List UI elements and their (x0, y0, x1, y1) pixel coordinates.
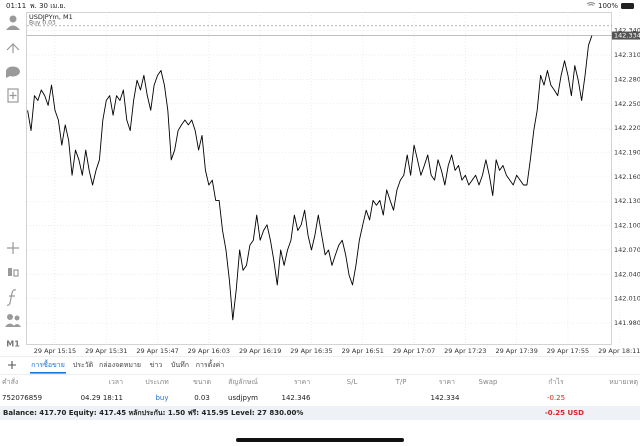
x-tick-label: 29 Apr 15:31 (85, 347, 127, 355)
tab[interactable]: การตั้งค่า (196, 358, 225, 369)
y-tick-label: 142.220 (614, 124, 640, 132)
toolbar: M1 (5, 15, 21, 349)
x-tick-label: 29 Apr 15:47 (136, 347, 178, 355)
column-header: ราคา (439, 378, 455, 386)
y-tick-label: 141.980 (614, 319, 640, 327)
trade-icon[interactable] (6, 43, 20, 53)
y-tick-label: 142.340 (614, 27, 640, 35)
x-tick-label: 29 Apr 16:35 (290, 347, 332, 355)
cell-open-price[interactable]: 142.346 (282, 394, 311, 402)
x-tick-label: 29 Apr 16:19 (239, 347, 281, 355)
column-header: เวลา (108, 378, 123, 386)
column-header: T/P (395, 378, 407, 386)
column-header: กำไร (548, 377, 564, 386)
column-header: ขนาด (193, 378, 211, 386)
price-line-series (27, 35, 593, 321)
column-header: S/L (347, 378, 358, 386)
chart-frame (26, 12, 612, 345)
symbol-label: USDJPYm, M1 (29, 13, 73, 21)
wifi-icon (586, 1, 596, 6)
y-tick-label: 142.250 (614, 100, 640, 108)
x-tick-label: 29 Apr 16:03 (188, 347, 230, 355)
y-tick-label: 142.310 (614, 51, 640, 59)
add-button[interactable] (8, 361, 16, 369)
account-icon-body (6, 25, 20, 30)
x-tick-label: 29 Apr 17:55 (547, 347, 589, 355)
account-summary: Balance: 417.70 Equity: 417.45 หลักประกั… (3, 409, 303, 417)
current-price-label: 142.334 (614, 32, 640, 40)
y-tick-label: 142.010 (614, 295, 640, 303)
home-indicator (236, 438, 404, 442)
chat-icon[interactable] (5, 66, 20, 78)
y-tick-label: 142.100 (614, 222, 640, 230)
column-header: สัญลักษณ์ (228, 378, 258, 386)
status-time: 01:11 (6, 2, 26, 10)
x-tick-label: 29 Apr 17:23 (444, 347, 486, 355)
objects-icon-b (14, 315, 20, 321)
order-label: Buy 0.03 (29, 20, 56, 27)
tab[interactable]: ประวัติ (73, 361, 94, 369)
cell-time[interactable]: 04.29 18:11 (81, 394, 123, 402)
tab[interactable]: ข่าว (150, 361, 163, 369)
objects-icon-c (5, 323, 21, 327)
x-tick-label: 29 Apr 18:11 (598, 347, 640, 355)
x-tick-label: 29 Apr 17:07 (393, 347, 435, 355)
column-header: ประเภท (145, 378, 169, 386)
current-price-box (612, 31, 640, 40)
y-tick-label: 142.190 (614, 149, 640, 157)
tab[interactable]: กล่องจดหมาย (99, 361, 141, 369)
column-header: Swap (479, 378, 498, 386)
y-tick-label: 142.280 (614, 75, 640, 83)
y-tick-label: 142.070 (614, 246, 640, 254)
new-order-icon[interactable] (7, 88, 19, 103)
column-header: หมายเหตุ (609, 378, 638, 386)
chart-type-icon-b (13, 269, 19, 277)
cell-symbol[interactable]: usdjpym (228, 394, 258, 402)
cell-order[interactable]: 752076859 (2, 394, 42, 402)
column-header: คำสั่ง (2, 377, 18, 386)
tab[interactable]: การซื้อขาย (31, 358, 65, 369)
y-tick-label: 142.130 (614, 197, 640, 205)
active-tab-indicator (30, 372, 66, 374)
x-tick-label: 29 Apr 16:51 (342, 347, 384, 355)
cell-profit[interactable]: -0.25 (547, 394, 565, 402)
y-tick-label: 142.160 (614, 173, 640, 181)
cell-price[interactable]: 142.334 (431, 394, 460, 402)
timeframe-button[interactable]: M1 (6, 340, 20, 349)
objects-icon[interactable] (7, 314, 13, 320)
tab[interactable]: บันทึก (171, 360, 189, 369)
chart-type-icon[interactable] (8, 268, 12, 276)
status-date: พ. 30 เม.ย. (30, 2, 66, 10)
indicator-icon[interactable] (6, 289, 17, 306)
account-profit: -0.25 USD (545, 409, 584, 417)
account-icon[interactable] (9, 15, 17, 23)
cell-volume[interactable]: 0.03 (194, 394, 210, 402)
account-bar (0, 406, 640, 420)
cell-type[interactable]: buy (155, 394, 168, 402)
x-tick-label: 29 Apr 15:15 (34, 347, 76, 355)
crosshair-icon[interactable] (7, 242, 19, 254)
y-tick-label: 142.040 (614, 270, 640, 278)
x-tick-label: 29 Apr 17:39 (495, 347, 537, 355)
battery-level: 100% (598, 2, 618, 10)
new-order-plus (9, 92, 17, 99)
column-header: ราคา (294, 378, 310, 386)
battery-icon (621, 3, 634, 9)
